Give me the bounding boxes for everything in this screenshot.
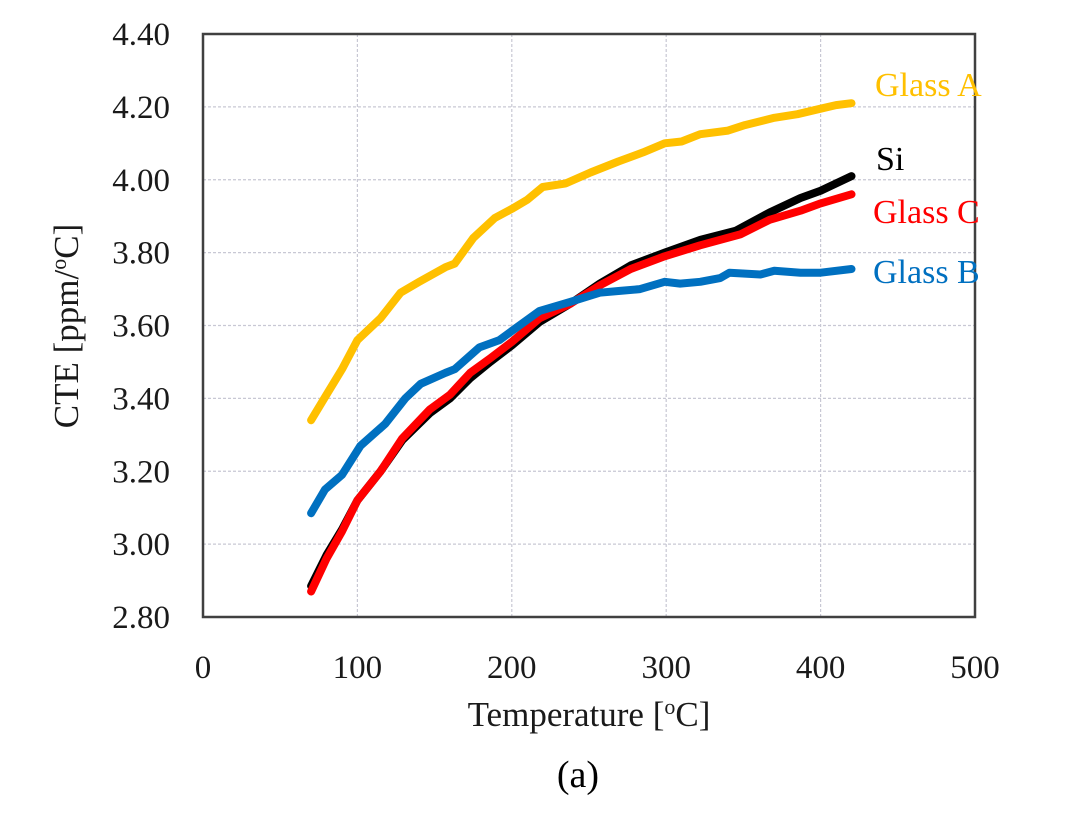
- series-line-si: [307, 172, 856, 590]
- y-tick-label: 3.20: [112, 454, 170, 490]
- series-label-si: Si: [876, 141, 904, 178]
- y-tick-label: 4.20: [112, 90, 170, 126]
- y-axis-title: CTE [ppm/oC]: [46, 224, 86, 428]
- y-tick-label: 4.00: [112, 163, 170, 199]
- series-label-glass-a: Glass A: [875, 67, 982, 104]
- series-labels: Glass A Si Glass C Glass B: [873, 67, 982, 291]
- x-tick-label: 200: [487, 650, 537, 686]
- figure-caption: (a): [557, 754, 599, 796]
- x-axis-title: Temperature [oC]: [468, 694, 711, 734]
- series-line-glass-b: [307, 265, 856, 518]
- y-tick-label: 2.80: [112, 600, 170, 636]
- series-line-glass-a: [307, 99, 856, 425]
- x-tick-label: 500: [950, 650, 1000, 686]
- y-tick-label: 3.40: [112, 381, 170, 417]
- x-tick-label: 400: [796, 650, 846, 686]
- y-tick-label: 3.60: [112, 309, 170, 345]
- grid-lines: [203, 34, 975, 617]
- plot-frame: [201, 32, 977, 619]
- x-tick-label: 0: [195, 650, 212, 686]
- y-tick-label: 3.00: [112, 527, 170, 563]
- series-label-glass-c: Glass C: [873, 194, 980, 231]
- y-tick-label: 4.40: [112, 17, 170, 53]
- series-lines: [307, 99, 856, 596]
- y-tick-label: 3.80: [112, 236, 170, 272]
- x-tick-label: 100: [333, 650, 383, 686]
- y-axis-ticks: 2.80 3.00 3.20 3.40 3.60 3.80 4.00 4.20 4.40: [112, 17, 170, 636]
- series-line-glass-c: [307, 190, 856, 596]
- x-tick-label: 300: [641, 650, 691, 686]
- x-axis-ticks: 0 100 200 300 400 500: [195, 650, 1000, 686]
- series-label-glass-b: Glass B: [873, 254, 980, 291]
